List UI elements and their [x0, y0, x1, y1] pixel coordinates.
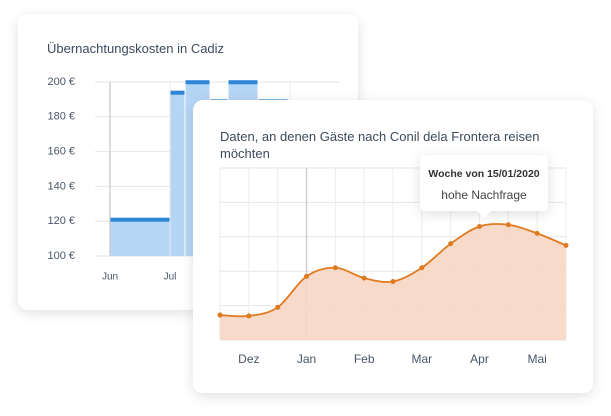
point	[390, 279, 396, 285]
bar-cap	[185, 80, 210, 85]
bar-cap	[110, 217, 170, 222]
point	[477, 223, 482, 229]
point	[217, 312, 223, 318]
chart-2: Dez Jan Feb Mar Apr Mai	[217, 167, 569, 366]
point	[563, 242, 569, 248]
point	[246, 313, 252, 319]
bar	[110, 217, 170, 256]
tooltip-text: hohe Nachfrage	[441, 188, 527, 202]
x-tick-label: Feb	[354, 352, 375, 366]
point	[448, 241, 454, 247]
tooltip-box	[420, 155, 548, 211]
x-tick-label: Mar	[411, 352, 432, 366]
x-tick-label: Jun	[102, 272, 118, 283]
tooltip-title: Woche von 15/01/2020	[428, 168, 539, 180]
chart-title: Daten, an denen Gäste nach Conil dela Fr…	[220, 129, 540, 161]
x-tick-label: Apr	[470, 352, 489, 366]
tooltip-arrow	[476, 210, 492, 218]
point	[332, 265, 338, 271]
point	[275, 304, 281, 310]
y-tick-label: 100 €	[47, 250, 75, 262]
point	[505, 222, 511, 228]
tooltip: Woche von 15/01/2020 hohe Nachfrage	[420, 155, 548, 218]
y-tick-label: 180 €	[47, 111, 75, 123]
y-tick-label: 120 €	[47, 215, 75, 227]
point	[534, 230, 540, 236]
point	[304, 273, 309, 279]
x-tick-label: Dez	[238, 352, 259, 366]
bar	[170, 90, 185, 256]
x-tick-label: Jul	[164, 272, 177, 283]
point	[361, 275, 367, 281]
bar-cap	[228, 80, 258, 85]
chart-title: Übernachtungskosten in Cadiz	[47, 41, 225, 56]
bar-cap	[170, 90, 185, 95]
y-tick-label: 200 €	[47, 76, 75, 88]
point	[419, 265, 425, 271]
y-tick-label: 160 €	[47, 146, 75, 158]
y-tick-label: 140 €	[47, 180, 75, 192]
x-tick-label: Mai	[527, 352, 546, 366]
x-tick-label: Jan	[297, 352, 316, 366]
